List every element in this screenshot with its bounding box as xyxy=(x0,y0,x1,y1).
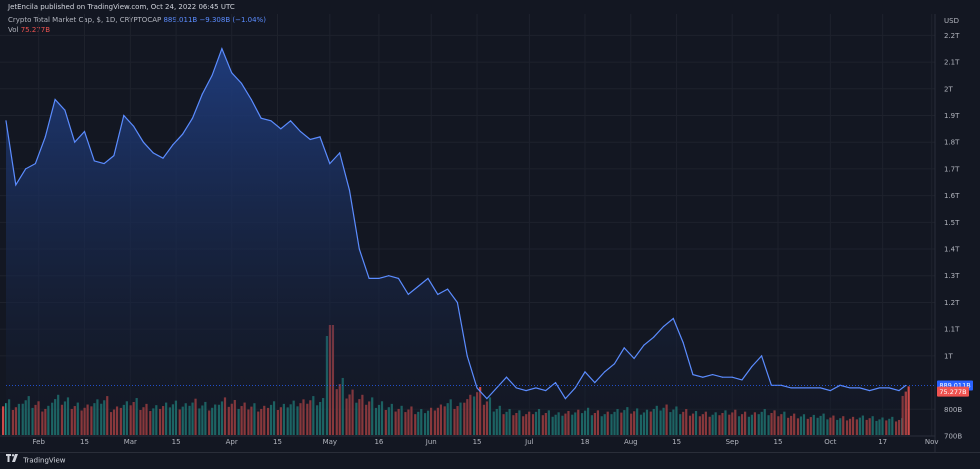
price-axis-tick-label: 1.6T xyxy=(944,192,960,200)
time-axis-tick-label: May xyxy=(323,438,337,446)
time-axis-tick-label: Nov xyxy=(925,438,939,446)
volume-bar xyxy=(2,406,5,435)
price-axis-tick-label: 2.1T xyxy=(944,59,960,67)
tradingview-logo-icon[interactable] xyxy=(6,453,18,468)
time-axis-tick-label: Jun xyxy=(425,438,437,446)
time-axis-tick-label: 15 xyxy=(80,438,89,446)
time-axis-tick-label: 15 xyxy=(172,438,181,446)
volume-bar xyxy=(904,391,907,435)
time-axis-tick-label: Jul xyxy=(524,438,534,446)
time-axis-tick-label: 15 xyxy=(473,438,482,446)
volume-bar xyxy=(907,386,910,435)
price-axis-tick-label: 2T xyxy=(944,85,953,93)
last-volume-tag xyxy=(937,386,969,397)
legend-volume-row: Vol 75.277B xyxy=(8,25,266,35)
price-line xyxy=(5,47,906,400)
time-axis-tick-label: 17 xyxy=(878,438,887,446)
price-axis-tick-label: 1.4T xyxy=(944,246,960,254)
legend-price: 889.011B xyxy=(163,16,198,24)
time-axis-tick-label: 15 xyxy=(774,438,783,446)
price-axis-unit: USD xyxy=(944,17,959,25)
time-axis-tick-label: Oct xyxy=(824,438,836,446)
price-axis-tick-label: 700B xyxy=(944,433,962,441)
price-axis-tick-label: 1.1T xyxy=(944,326,960,334)
chart-canvas[interactable]: USD 2.2T 2.1T 2T 1.9T 1.8T 1.7T 1.6T 1.5T 1.4T 1.… xyxy=(0,0,980,452)
time-axis-tick-label: Aug xyxy=(624,438,638,446)
price-axis-tick-label: 1.5T xyxy=(944,219,960,227)
time-axis-tick-label: Sep xyxy=(726,438,740,446)
time-axis-tick-label: Feb xyxy=(33,438,46,446)
price-axis-tick-label: 1.3T xyxy=(944,272,960,280)
published-text: JetEncila published on TradingView.com, … xyxy=(8,3,235,11)
price-axis-tick-label: 1.8T xyxy=(944,139,960,147)
price-axis-tick-label: 800B xyxy=(944,406,962,414)
axes: USD xyxy=(0,14,959,452)
time-axis-tick-label: 18 xyxy=(581,438,590,446)
footer-brand[interactable]: TradingView xyxy=(23,456,66,465)
time-axis-tick-label: 15 xyxy=(273,438,282,446)
last-volume-tag-label: 75.277B xyxy=(939,388,966,396)
price-axis-tick-label: 1.7T xyxy=(944,165,960,173)
time-axis-tick-label: 15 xyxy=(672,438,681,446)
price-axis-tick-label: 1.2T xyxy=(944,299,960,307)
legend-vol-label[interactable]: Vol xyxy=(8,26,19,34)
time-axis-tick-label: 16 xyxy=(374,438,383,446)
price-axis-ticks[interactable]: 2.2T 2.1T 2T 1.9T 1.8T 1.7T 1.6T 1.5T 1.4T 1.3T 1.… xyxy=(944,32,962,441)
legend-vol-value: 75.277B xyxy=(20,26,51,34)
price-axis-tick-label: 1.9T xyxy=(944,112,960,120)
price-axis-tick-label: 1T xyxy=(944,352,953,360)
legend-change: −9.308B (−1.04%) xyxy=(199,16,266,24)
time-axis-ticks[interactable]: Feb 15 Mar 15 Apr 15 May 16 Jun 15 Jul 18 Aug 15 Sep 15… xyxy=(33,438,939,446)
time-axis-tick-label: Apr xyxy=(226,438,238,446)
axis-tags: 889.011B 75.277B xyxy=(6,380,973,397)
time-axis-tick-label: Mar xyxy=(124,438,137,446)
footer-bar: TradingView xyxy=(0,452,980,468)
price-axis-tick-label: 2.2T xyxy=(944,32,960,40)
price-area xyxy=(6,48,906,436)
last-price-tag-label: 889.011B xyxy=(939,382,970,390)
published-header: JetEncila published on TradingView.com, … xyxy=(0,0,980,14)
